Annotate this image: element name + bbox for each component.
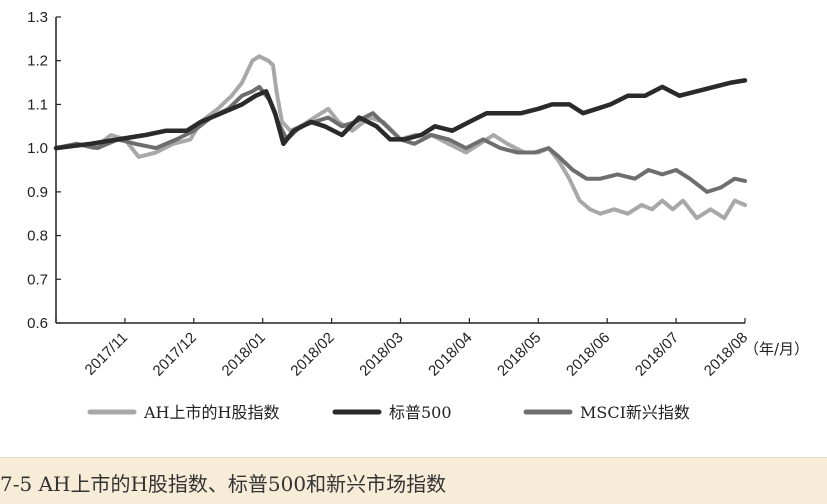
- chart-legend: AH上市的H股指数 标普500 MSCI新兴指数: [87, 403, 690, 422]
- x-tick-label: 2018/04: [425, 329, 475, 379]
- y-tick-label: 1.1: [27, 96, 48, 113]
- y-tick-labels: 0.6 0.7 0.8 0.9 1.0 1.1 1.2 1.3: [27, 9, 48, 332]
- y-tick-label: 1.2: [27, 53, 48, 70]
- x-tick-label: 2018/03: [356, 329, 406, 379]
- y-tick-label: 0.9: [27, 184, 48, 201]
- x-tick-label: 2018/07: [632, 329, 682, 379]
- figure-caption: 7-5 AH上市的H股指数、标普500和新兴市场指数: [0, 457, 827, 504]
- figure-caption-text: 7-5 AH上市的H股指数、标普500和新兴市场指数: [0, 472, 447, 496]
- x-tick-labels: 2017/11 2017/12 2018/01 2018/02 2018/03 2018/…: [82, 329, 752, 379]
- x-tick-label: 2018/05: [494, 329, 544, 379]
- x-tick-label: 2018/06: [563, 329, 613, 379]
- y-tick-label: 0.7: [27, 271, 48, 288]
- x-axis-unit-label: （年/月）: [744, 340, 809, 358]
- legend-label-2: 标普500: [389, 403, 452, 422]
- y-tick-label: 0.6: [27, 315, 48, 332]
- chart-axes: [55, 16, 746, 324]
- x-tick-label: 2018/01: [219, 329, 269, 379]
- series-line-2: [53, 78, 748, 151]
- y-tick-label: 1.3: [27, 9, 48, 26]
- series-lines: [53, 54, 748, 221]
- x-tick-label: 2017/12: [150, 329, 200, 379]
- legend-label-3: MSCI新兴指数: [580, 403, 690, 422]
- line-chart: 0.60.70.80.91.01.11.21.3 2017/11 2017/12 2…: [27, 9, 809, 422]
- x-tick-label: 2017/11: [82, 329, 132, 379]
- y-tick-label: 0.8: [27, 228, 48, 245]
- legend-label-1: AH上市的H股指数: [143, 403, 279, 422]
- x-tick-label: 2018/02: [287, 329, 337, 379]
- y-tick-label: 1.0: [27, 140, 48, 157]
